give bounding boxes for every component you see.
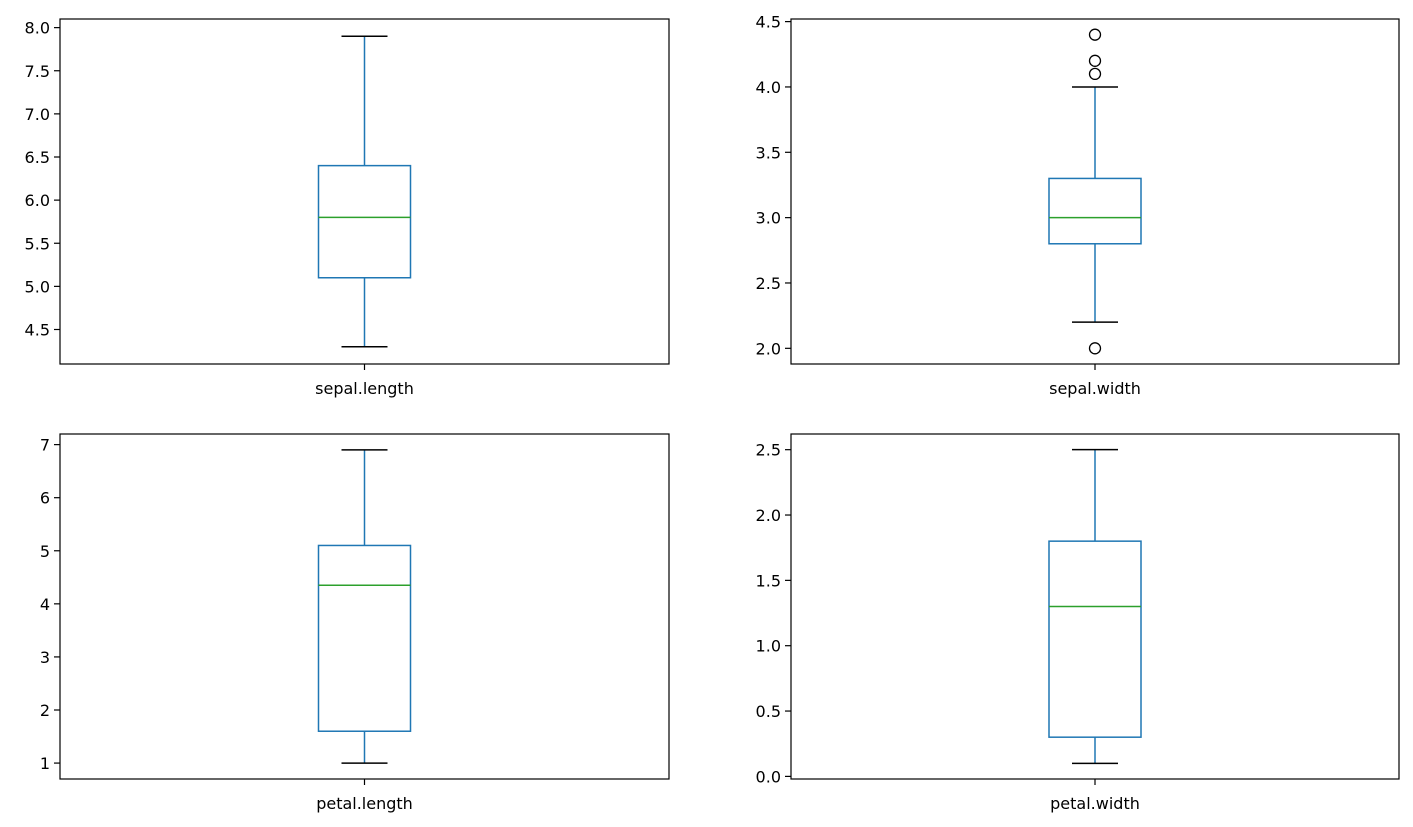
- y-tick-label: 3.5: [756, 143, 781, 162]
- y-tick-label: 1.5: [756, 571, 781, 590]
- y-tick-label: 4.5: [756, 13, 781, 32]
- y-tick-label: 3.0: [756, 209, 781, 228]
- y-tick-label: 4.5: [25, 321, 50, 340]
- iqr-box: [1048, 177, 1142, 245]
- subplot-petal-width: 0.0 0.5 1.0 1.5 2.0 2.5 petal.width: [756, 433, 1400, 813]
- y-tick-label: 7.5: [25, 62, 50, 81]
- outlier-point: [1088, 67, 1102, 81]
- y-tick-label: 6.5: [25, 148, 50, 167]
- y-tick-label: 0.0: [756, 767, 781, 786]
- y-tick-label: 4.0: [756, 78, 781, 97]
- y-tick-label: 1.0: [756, 637, 781, 656]
- outlier-point: [1088, 54, 1102, 67]
- y-tick-label: 2.5: [756, 441, 781, 460]
- subplot-sepal-length: 4.5 5.0 5.5 6.0 6.5 7.0 7.5 8.0 sepal.length: [25, 18, 670, 398]
- subplot-sepal-width: 2.0 2.5 3.0 3.5 4.0 4.5 sepal.width: [756, 13, 1400, 398]
- y-tick-label: 2.0: [756, 339, 781, 358]
- outlier-point: [1088, 342, 1102, 355]
- outlier-point: [1088, 28, 1102, 41]
- y-tick-label: 2.5: [756, 274, 781, 293]
- y-tick-label: 5.5: [25, 234, 50, 253]
- y-tick-label: 1: [40, 754, 50, 773]
- iqr-box: [317, 164, 412, 279]
- y-tick-label: 7.0: [25, 105, 50, 124]
- y-tick-label: 7: [40, 436, 50, 455]
- y-tick-label: 8.0: [25, 19, 50, 38]
- y-tick-label: 2.0: [756, 506, 781, 525]
- iqr-box: [317, 544, 412, 732]
- x-tick-label: sepal.width: [1049, 379, 1141, 398]
- y-tick-label: 3: [40, 648, 50, 667]
- iqr-box: [1048, 540, 1142, 738]
- y-tick-label: 2: [40, 701, 50, 720]
- y-tick-label: 4: [40, 595, 50, 614]
- y-tick-label: 5.0: [25, 277, 50, 296]
- x-tick-label: petal.width: [1050, 794, 1140, 813]
- x-tick-label: sepal.length: [315, 379, 414, 398]
- x-tick-label: petal.length: [316, 794, 413, 813]
- y-tick-label: 5: [40, 542, 50, 561]
- y-tick-label: 6.0: [25, 191, 50, 210]
- y-tick-label: 0.5: [756, 702, 781, 721]
- y-tick-label: 6: [40, 489, 50, 508]
- subplot-petal-length: 1 2 3 4 5 6 7 petal.length: [40, 433, 670, 813]
